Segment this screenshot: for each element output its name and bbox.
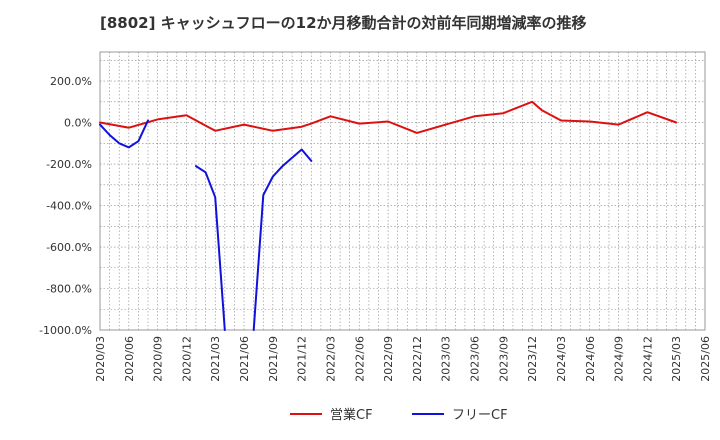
x-tick-label: 2023/12 — [526, 336, 539, 382]
x-tick-label: 2020/09 — [152, 336, 165, 382]
grid — [100, 52, 705, 330]
x-tick-label: 2021/12 — [296, 336, 309, 382]
operating-cf-line — [99, 100, 678, 134]
y-tick-label: -600.0% — [46, 241, 92, 254]
x-tick-label: 2023/06 — [469, 336, 482, 382]
y-tick-label: -1000.0% — [39, 324, 92, 337]
legend: 営業CF フリーCF — [290, 407, 508, 423]
x-tick-label: 2024/12 — [641, 336, 654, 382]
x-tick-label: 2020/06 — [123, 336, 136, 382]
x-tick-label: 2022/12 — [411, 336, 424, 382]
x-tick-label: 2020/12 — [180, 336, 193, 382]
free-cf-line — [99, 119, 149, 149]
x-tick-label: 2024/06 — [584, 336, 597, 382]
x-tick-label: 2022/06 — [353, 336, 366, 382]
y-tick-label: -400.0% — [46, 200, 92, 213]
x-tick-label: 2020/03 — [94, 336, 107, 382]
x-tick-label: 2022/09 — [382, 336, 395, 382]
axes: 200.0% 0.0% -200.0% -400.0% -600.0% -800.0% -1… — [39, 75, 712, 382]
x-tick-label: 2025/06 — [699, 336, 712, 382]
y-tick-label: -800.0% — [46, 283, 92, 296]
legend-label: フリーCF — [452, 408, 508, 423]
x-tick-label: 2024/09 — [613, 336, 626, 382]
chart-title: [8802] キャッシュフローの12か月移動合計の対前年同期増減率の推移 — [100, 14, 587, 32]
x-tick-label: 2021/09 — [267, 336, 280, 382]
x-tick-label: 2025/03 — [670, 336, 683, 382]
free-cf-line — [195, 165, 226, 331]
x-tick-label: 2024/03 — [555, 336, 568, 382]
plot-area — [99, 51, 706, 331]
x-tick-label: 2023/03 — [440, 336, 453, 382]
y-tick-label: 200.0% — [50, 75, 92, 88]
x-tick-label: 2021/06 — [238, 336, 251, 382]
x-tick-label: 2023/09 — [497, 336, 510, 382]
x-tick-label: 2021/03 — [209, 336, 222, 382]
series — [99, 100, 678, 331]
legend-label: 営業CF — [330, 407, 373, 423]
y-tick-label: 0.0% — [64, 117, 92, 130]
y-tick-label: -200.0% — [46, 158, 92, 171]
x-tick-label: 2022/03 — [324, 336, 337, 382]
free-cf-line — [252, 148, 313, 331]
